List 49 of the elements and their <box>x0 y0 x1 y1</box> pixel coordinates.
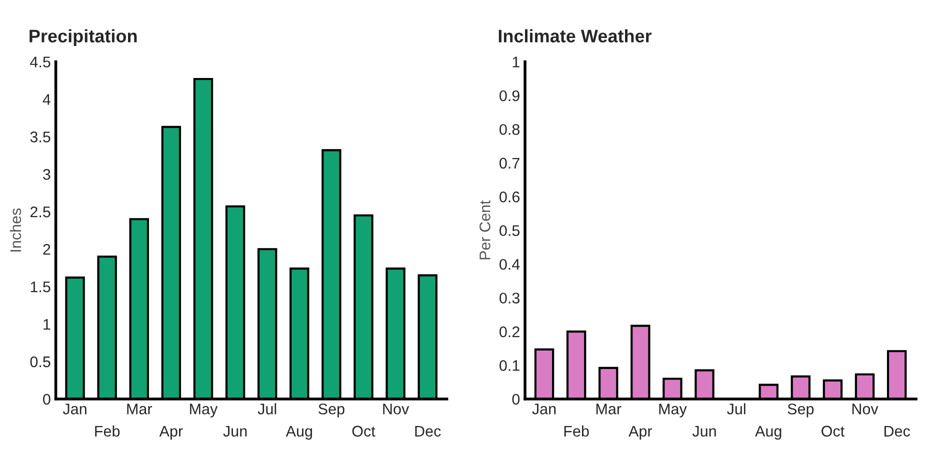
x-tick-label: Sep <box>788 404 814 418</box>
y-tick-label: 4 <box>42 94 50 105</box>
y-axis-title: Per Cent <box>480 200 490 260</box>
x-tick-label: Nov <box>852 404 878 414</box>
y-tick-label: 0.6 <box>500 192 520 202</box>
x-tick-label: Mar <box>127 404 152 414</box>
y-tick-label: 0.1 <box>500 360 520 371</box>
x-tick-label: Jun <box>692 426 716 437</box>
y-tick-label: 0.7 <box>500 158 520 169</box>
y-tick-label: 0 <box>512 394 520 405</box>
y-tick-label: 0 <box>43 394 50 405</box>
chart-title: Inclimate Weather <box>498 29 652 42</box>
y-tick-label: 3 <box>43 169 50 180</box>
y-tick-label: 0.2 <box>500 326 520 338</box>
x-tick-label: Jun <box>223 426 247 437</box>
x-tick-label: Jul <box>727 403 746 414</box>
x-tick-label: Mar <box>596 404 622 414</box>
x-tick-label: Sep <box>318 404 344 418</box>
y-tick-label: 0.9 <box>500 90 520 102</box>
y-tick-label: 1 <box>512 56 520 68</box>
chart-title: Precipitation <box>30 29 137 46</box>
x-tick-label: Apr <box>628 426 652 440</box>
x-tick-label: Aug <box>755 426 782 440</box>
x-tick-label: Nov <box>383 404 410 414</box>
x-tick-label: Aug <box>286 426 312 440</box>
y-tick-label: 0.3 <box>500 292 520 304</box>
x-tick-label: Jan <box>532 404 556 414</box>
y-tick-label: 3.5 <box>30 132 50 142</box>
x-tick-label: Jul <box>258 403 276 414</box>
x-tick-label: Feb <box>564 425 589 437</box>
x-tick-label: Feb <box>95 425 120 437</box>
x-tick-label: Oct <box>352 426 376 437</box>
y-tick-label: 0.8 <box>500 124 520 135</box>
y-tick-label: 0.4 <box>500 258 520 270</box>
y-tick-label: 2 <box>43 244 50 255</box>
y-axis-title: Inches <box>10 208 22 252</box>
x-tick-label: Dec <box>415 426 441 437</box>
x-tick-label: Oct <box>822 426 844 437</box>
x-tick-label: Dec <box>884 426 910 437</box>
x-tick-label: May <box>659 404 687 418</box>
y-tick-label: 1 <box>44 319 50 330</box>
y-tick-label: 4.5 <box>30 56 50 68</box>
x-tick-label: Apr <box>159 426 183 440</box>
y-tick-label: 0.5 <box>500 225 520 236</box>
y-tick-label: 2.5 <box>30 206 50 218</box>
y-tick-label: 1.5 <box>30 282 50 292</box>
x-tick-label: May <box>190 404 218 418</box>
x-tick-label: Jan <box>62 404 86 414</box>
y-tick-label: 0.5 <box>30 356 50 368</box>
